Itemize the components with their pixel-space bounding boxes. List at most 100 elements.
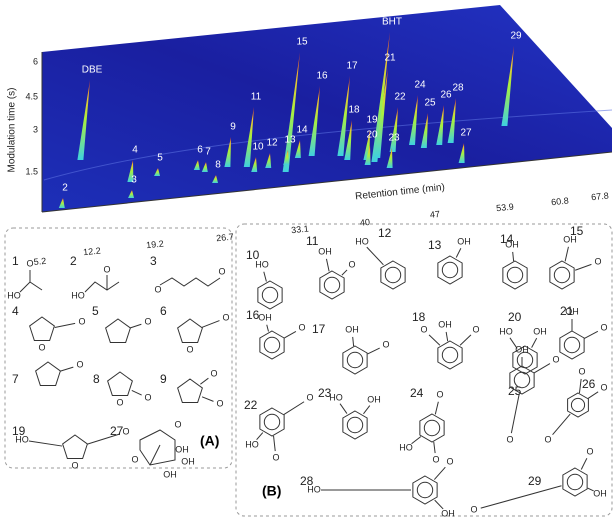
compound-number: 11 xyxy=(306,234,319,248)
compound-number: 19 xyxy=(12,424,26,438)
bond-line xyxy=(341,269,348,276)
peak xyxy=(201,162,208,172)
bond-line xyxy=(84,275,120,293)
compound-number: 4 xyxy=(12,304,19,318)
bond-line xyxy=(510,393,520,434)
peak-label: 19 xyxy=(366,115,378,126)
aromatic-ring xyxy=(553,266,571,284)
aromatic-ring xyxy=(384,266,402,284)
atom-label: O xyxy=(382,339,389,349)
atom-label: HO xyxy=(255,259,269,269)
peak xyxy=(386,148,393,168)
aromatic-ring xyxy=(261,286,279,304)
peak-label: 18 xyxy=(348,105,360,116)
peak-label: DBE xyxy=(82,65,103,76)
x-axis-title: Retention time (min) xyxy=(355,182,446,202)
x-tick-label: 12.2 xyxy=(83,245,101,257)
x-tick-label: 47 xyxy=(429,209,440,220)
peak-label: 6 xyxy=(197,145,203,156)
ring xyxy=(29,316,55,342)
peak-label: 27 xyxy=(460,128,472,139)
atom-label: O xyxy=(210,368,217,378)
aromatic-ring xyxy=(416,481,434,499)
compound-number: 21 xyxy=(560,304,574,318)
bond-line xyxy=(201,396,214,402)
bond-line xyxy=(263,271,267,282)
peak xyxy=(501,46,514,126)
bond-line xyxy=(339,403,348,414)
atom-label: OH xyxy=(441,508,455,518)
atom-label: O xyxy=(186,344,193,354)
ring xyxy=(342,345,368,375)
bond-line xyxy=(433,441,436,454)
aromatic-ring xyxy=(263,413,281,431)
atom-label: O xyxy=(578,366,585,376)
aromatic-ring xyxy=(263,336,281,354)
peak xyxy=(128,190,135,198)
atom-label: O xyxy=(272,452,279,462)
atom-label: OH xyxy=(565,306,579,316)
ring xyxy=(319,270,345,300)
compound-number: 8 xyxy=(93,372,100,386)
bond-line xyxy=(584,330,599,339)
peak xyxy=(193,160,200,170)
atom-label: O xyxy=(218,266,225,276)
peak-label: 14 xyxy=(296,125,308,136)
ring xyxy=(342,410,368,440)
bond-line xyxy=(512,251,515,262)
ring xyxy=(177,378,203,404)
atom-label: O xyxy=(600,322,607,332)
peak-label: 15 xyxy=(296,37,308,48)
atom-label: O xyxy=(472,324,479,334)
peak-label: 22 xyxy=(394,92,406,103)
atom-label: OH xyxy=(505,239,519,249)
peak-label: 3 xyxy=(131,175,137,186)
bond-line xyxy=(367,347,380,355)
bond-line xyxy=(564,246,569,262)
peak-label: 9 xyxy=(230,122,236,133)
aromatic-ring xyxy=(566,473,584,491)
atom-label: OH xyxy=(563,234,577,244)
ring xyxy=(177,318,203,344)
ring xyxy=(107,371,133,397)
compound-number: 16 xyxy=(246,308,260,322)
ring xyxy=(419,413,445,443)
ring xyxy=(562,467,588,497)
x-tick-label: 53.9 xyxy=(496,201,514,213)
ring xyxy=(549,260,575,290)
atom-label: O xyxy=(38,342,45,352)
peak xyxy=(251,157,258,172)
y-tick-label: 3 xyxy=(33,124,38,134)
atom-label: O xyxy=(348,259,355,269)
panel-label: (A) xyxy=(200,433,219,449)
peak-label: 23 xyxy=(388,133,400,144)
aromatic-ring xyxy=(346,351,364,369)
peak-label: 4 xyxy=(132,145,138,156)
bond-line xyxy=(200,377,209,385)
atom-label: OH xyxy=(181,456,195,466)
bond-line xyxy=(552,413,571,436)
peak-label: 28 xyxy=(452,83,464,94)
ring xyxy=(559,330,585,360)
peak xyxy=(420,113,428,148)
aromatic-ring xyxy=(516,351,534,369)
bond-line xyxy=(283,401,305,415)
y-axis-title: Modulation time (s) xyxy=(7,87,18,172)
x-tick-label: 40 xyxy=(359,217,370,228)
peak xyxy=(77,80,90,160)
atom-label: O xyxy=(76,359,83,369)
compound-number: 12 xyxy=(378,226,392,240)
compound-number: 22 xyxy=(244,398,258,412)
compound-number: 14 xyxy=(500,232,514,246)
compound-number: 2 xyxy=(70,254,77,268)
peak xyxy=(337,76,350,156)
peak xyxy=(389,107,398,152)
bond-line xyxy=(325,258,330,272)
x-tick-label: 60.8 xyxy=(551,195,569,207)
aromatic-ring xyxy=(323,276,341,294)
aromatic-ring xyxy=(513,371,531,389)
atom-label: OH xyxy=(163,469,177,479)
bond-line xyxy=(266,324,269,332)
peak-label: 16 xyxy=(316,71,328,82)
bond-line xyxy=(201,320,220,328)
